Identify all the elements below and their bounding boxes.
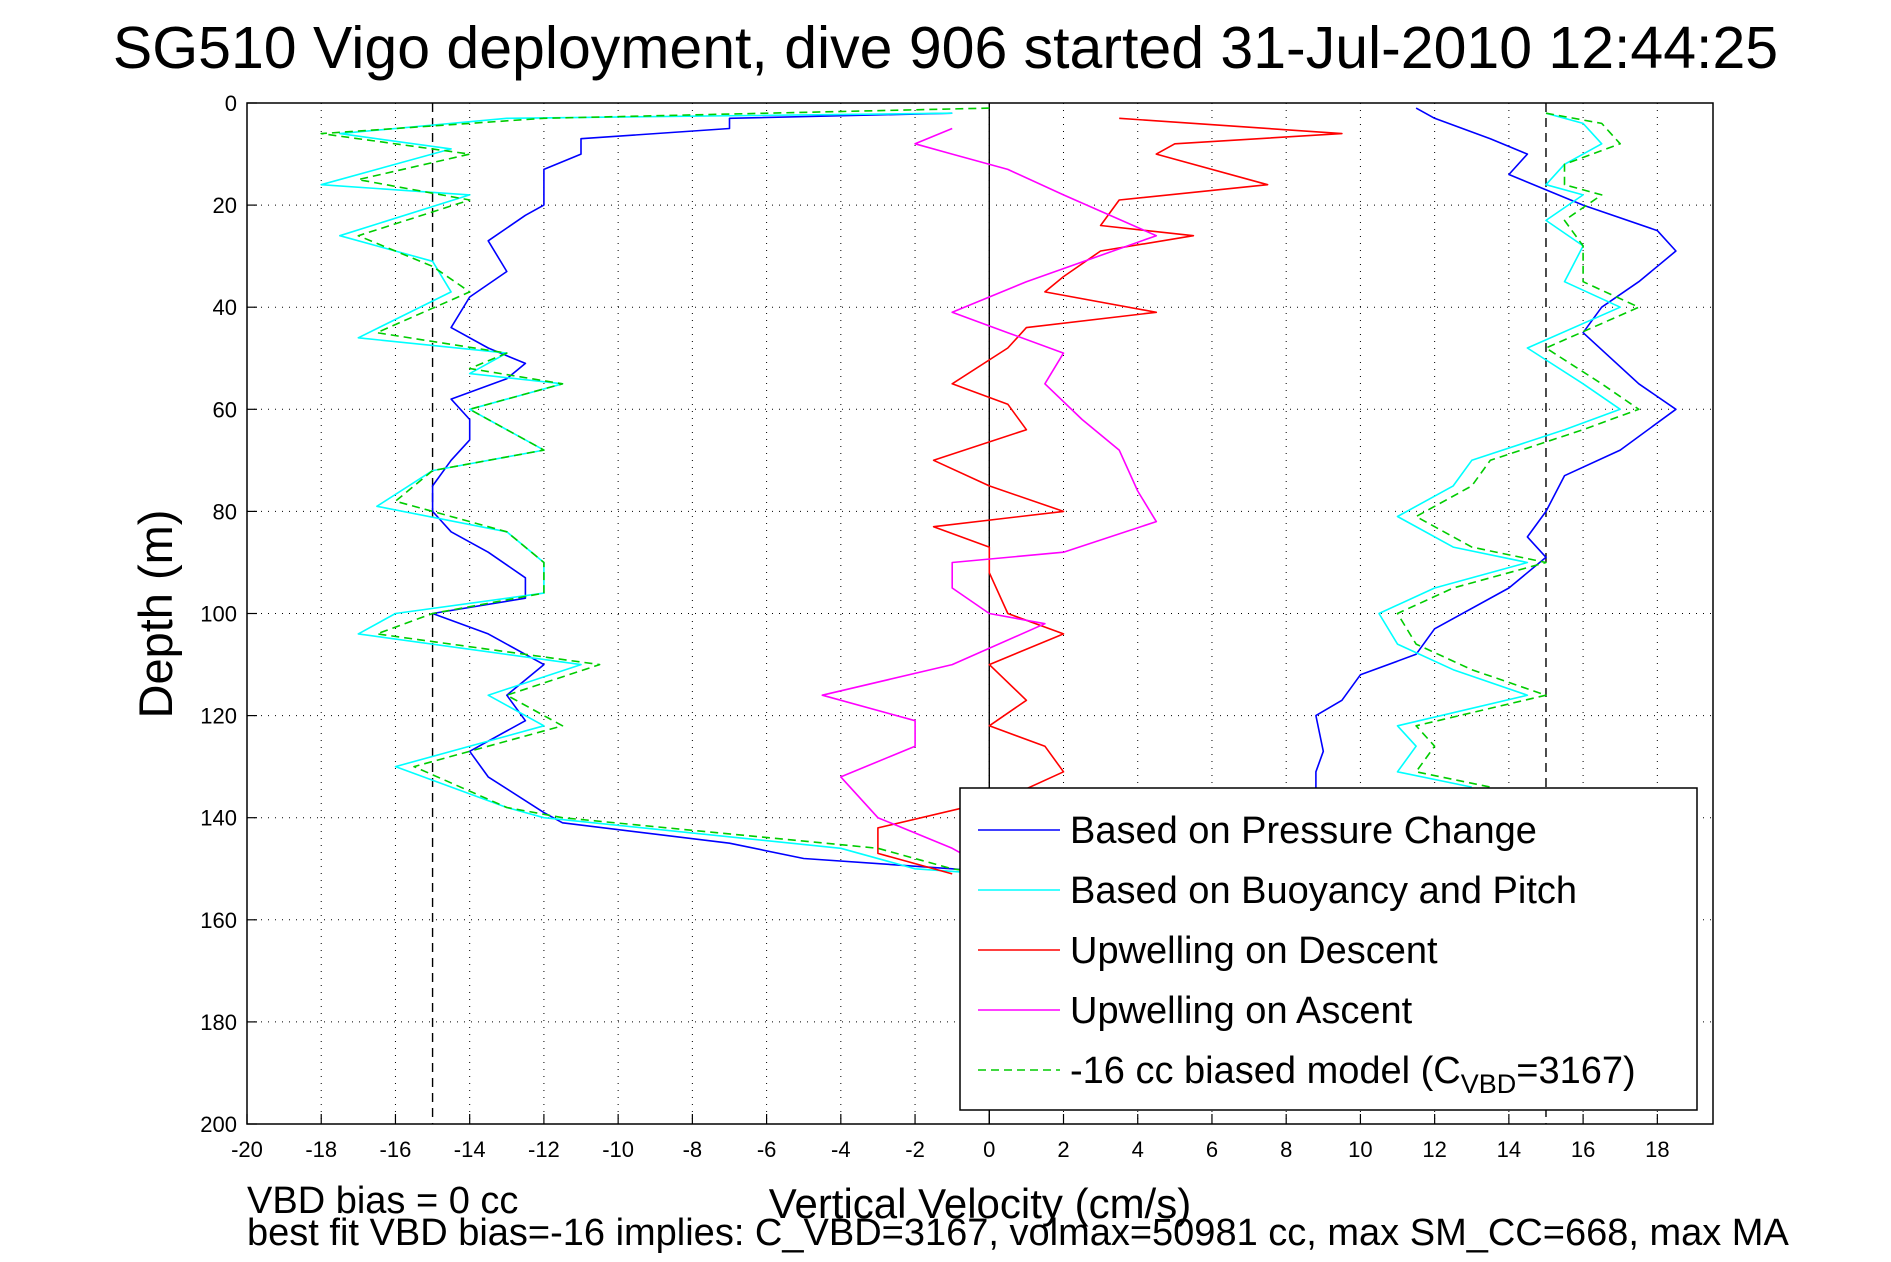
y-tick-label: 180 [200, 1010, 237, 1035]
x-tick-label: 2 [1057, 1137, 1069, 1162]
x-tick-label: -14 [454, 1137, 486, 1162]
y-tick-label: 140 [200, 806, 237, 831]
y-tick-label: 200 [200, 1112, 237, 1137]
x-tick-label: -12 [528, 1137, 560, 1162]
series-line [1396, 112, 1640, 788]
series-line [821, 127, 1158, 870]
series-line [1378, 112, 1621, 788]
x-tick-label: -16 [380, 1137, 412, 1162]
series-line [320, 107, 990, 875]
y-axis-label: Depth (m) [129, 510, 182, 719]
legend-label: Based on Buoyancy and Pitch [1070, 870, 1577, 912]
series-line [1315, 107, 1677, 793]
y-tick-label: 120 [200, 704, 237, 729]
legend-label: Upwelling on Descent [1070, 930, 1438, 972]
x-tick-label: -2 [905, 1137, 925, 1162]
x-tick-label: -6 [757, 1137, 777, 1162]
y-tick-label: 0 [225, 91, 237, 116]
x-tick-label: 10 [1348, 1137, 1372, 1162]
series-line [877, 117, 1343, 875]
x-axis-label: Vertical Velocity (cm/s) [769, 1180, 1191, 1227]
x-tick-label: 12 [1422, 1137, 1446, 1162]
x-tick-label: -20 [231, 1137, 263, 1162]
y-tick-label: 100 [200, 602, 237, 627]
x-tick-label: -4 [831, 1137, 851, 1162]
x-tick-label: 14 [1497, 1137, 1521, 1162]
legend-label: Upwelling on Ascent [1070, 990, 1413, 1032]
legend: Based on Pressure Change Based on Buoyanc… [959, 787, 1698, 1111]
x-tick-label: -18 [305, 1137, 337, 1162]
x-tick-label: 8 [1280, 1137, 1292, 1162]
y-axis-ticks: 0 20 40 60 80 100 120 140 160 180 200 [200, 91, 257, 1137]
x-tick-label: 16 [1571, 1137, 1595, 1162]
x-tick-label: -8 [683, 1137, 703, 1162]
legend-label: -16 cc biased model (CVBD=3167) [1070, 1050, 1636, 1099]
y-tick-label: 40 [213, 295, 237, 320]
series-lines [320, 107, 1677, 875]
series-line [431, 112, 1008, 875]
x-tick-label: 18 [1645, 1137, 1669, 1162]
x-axis-ticks: -20 -18 -16 -14 -12 -10 -8 -6 -4 -2 0 2 4 6 8 10 12 14 16 1… [231, 1114, 1670, 1162]
y-tick-label: 80 [213, 499, 237, 524]
chart-title: SG510 Vigo deployment, dive 906 started … [112, 15, 1779, 81]
legend-box [959, 787, 1698, 1111]
x-tick-label: 4 [1132, 1137, 1144, 1162]
y-tick-label: 20 [213, 193, 237, 218]
x-tick-label: 6 [1206, 1137, 1218, 1162]
y-tick-label: 60 [213, 397, 237, 422]
legend-label: Based on Pressure Change [1070, 810, 1537, 852]
x-tick-label: 0 [983, 1137, 995, 1162]
series-line [320, 112, 990, 875]
x-tick-label: -10 [602, 1137, 634, 1162]
footer-line-1: VBD bias = 0 cc [247, 1180, 519, 1222]
footer-line-2: best fit VBD bias=-16 implies: C_VBD=316… [247, 1212, 1789, 1254]
y-tick-label: 160 [200, 908, 237, 933]
